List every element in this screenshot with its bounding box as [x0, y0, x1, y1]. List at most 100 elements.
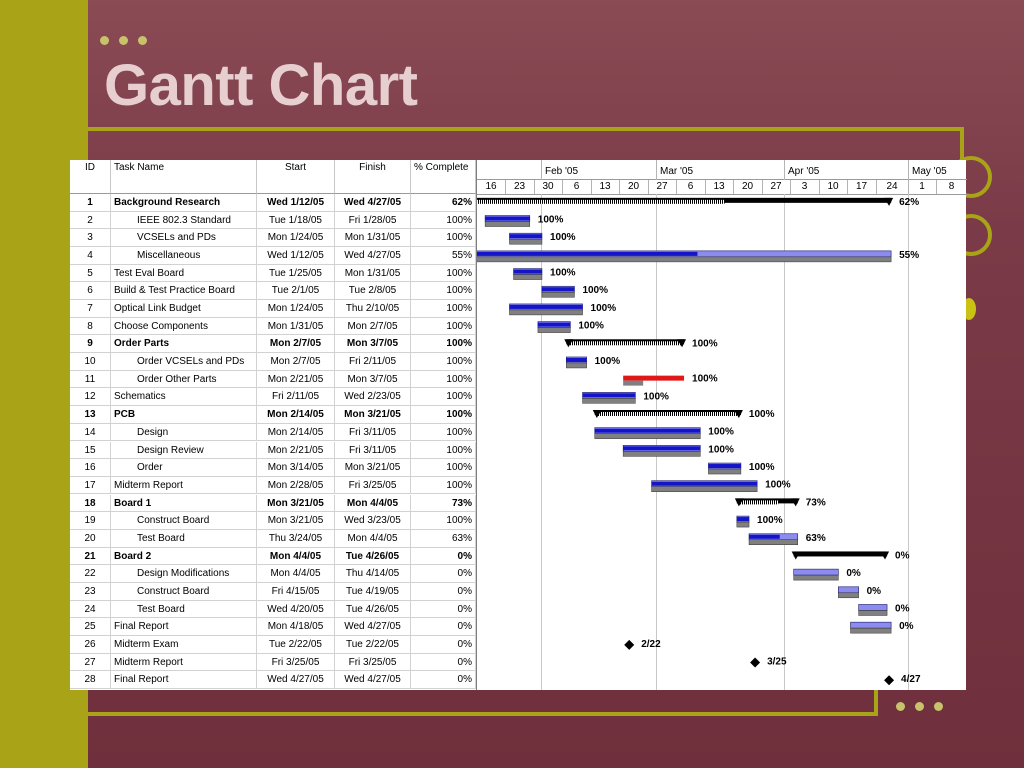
task-finish: Wed 4/27/05 [335, 618, 411, 635]
task-finish: Fri 3/11/05 [335, 423, 411, 441]
month-gridline [541, 194, 542, 690]
header-percent-complete[interactable]: % Complete [411, 160, 476, 194]
task-finish: Mon 3/21/05 [335, 406, 411, 423]
table-row[interactable]: 8 Choose Components Mon 1/31/05 Mon 2/7/05 1… [70, 317, 476, 336]
table-row[interactable]: 23 Construct Board Fri 4/15/05 Tue 4/19/05 0… [70, 582, 476, 601]
task-progress [749, 534, 780, 539]
task-finish: Fri 3/11/05 [335, 441, 411, 459]
baseline-bar [708, 468, 742, 475]
week-divider [505, 180, 506, 194]
task-finish: Wed 2/23/05 [335, 388, 411, 406]
table-row[interactable]: 22 Design Modifications Mon 4/4/05 Thu 4/14… [70, 565, 476, 583]
table-row[interactable]: 7 Optical Link Budget Mon 1/24/05 Thu 2/10/… [70, 300, 476, 318]
week-divider [562, 180, 563, 194]
task-percent-complete: 0% [411, 636, 476, 653]
table-row[interactable]: 2 IEEE 802.3 Standard Tue 1/18/05 Fri 1/28/… [70, 211, 476, 230]
task-start: Mon 2/7/05 [257, 335, 335, 353]
task-bar [858, 604, 888, 611]
table-row[interactable]: 15 Design Review Mon 2/21/05 Fri 3/11/05 100… [70, 441, 476, 460]
week-divider [648, 180, 649, 194]
summary-cap-right [677, 339, 687, 348]
task-id: 23 [70, 582, 111, 600]
task-percent-complete: 100% [411, 441, 476, 459]
task-percent-complete: 0% [411, 653, 476, 671]
table-row[interactable]: 6 Build & Test Practice Board Tue 2/1/05 Tu… [70, 282, 476, 300]
header-finish[interactable]: Finish [335, 160, 411, 194]
critical-bar [623, 375, 685, 381]
task-finish: Thu 4/14/05 [335, 565, 411, 582]
task-start: Mon 4/4/05 [257, 547, 335, 565]
table-row[interactable]: 18 Board 1 Mon 3/21/05 Mon 4/4/05 73% [70, 494, 476, 513]
task-id: 14 [70, 423, 111, 441]
task-id: 6 [70, 282, 111, 299]
bar-label: 4/27 [901, 674, 921, 685]
week-divider [676, 180, 677, 194]
task-name: Design [111, 423, 257, 441]
baseline-bar [623, 380, 644, 386]
week-divider [762, 180, 763, 194]
task-start: Mon 2/14/05 [257, 423, 335, 441]
week-divider [876, 180, 877, 194]
summary-cap-left [564, 339, 574, 348]
header-start[interactable]: Start [257, 160, 335, 194]
task-finish: Mon 2/7/05 [335, 317, 411, 335]
table-row[interactable]: 3 VCSELs and PDs Mon 1/24/05 Mon 1/31/05 100… [70, 229, 476, 247]
table-row[interactable]: 25 Final Report Mon 4/18/05 Wed 4/27/05 0% [70, 618, 476, 636]
frame-line-right [960, 127, 964, 161]
table-row[interactable]: 20 Test Board Thu 3/24/05 Mon 4/4/05 63% [70, 529, 476, 548]
week-label: 23 [513, 181, 526, 192]
table-row[interactable]: 27 Midterm Report Fri 3/25/05 Fri 3/25/05 0% [70, 653, 476, 672]
table-row[interactable]: 26 Midterm Exam Tue 2/22/05 Tue 2/22/05 0% [70, 636, 476, 654]
task-id: 4 [70, 247, 111, 264]
header-id[interactable]: ID [70, 160, 111, 194]
table-row[interactable]: 24 Test Board Wed 4/20/05 Tue 4/26/05 0% [70, 600, 476, 619]
task-name: Order VCSELs and PDs [111, 353, 257, 370]
table-row[interactable]: 12 Schematics Fri 2/11/05 Wed 2/23/05 100% [70, 388, 476, 407]
task-start: Fri 4/15/05 [257, 582, 335, 600]
task-id: 7 [70, 300, 111, 317]
table-row[interactable]: 10 Order VCSELs and PDs Mon 2/7/05 Fri 2/11… [70, 353, 476, 371]
decorative-dots-top [100, 36, 147, 45]
summary-cap-right [880, 551, 890, 560]
task-id: 1 [70, 194, 111, 211]
frame-line-bottom [88, 712, 878, 716]
baseline-bar [736, 521, 750, 528]
baseline-bar [513, 274, 543, 280]
bar-label: 100% [765, 480, 791, 491]
table-row[interactable]: 16 Order Mon 3/14/05 Mon 3/21/05 100% [70, 459, 476, 477]
table-row[interactable]: 28 Final Report Wed 4/27/05 Wed 4/27/05 0% [70, 671, 476, 689]
task-name: Midterm Report [111, 653, 257, 671]
task-percent-complete: 100% [411, 459, 476, 476]
task-name: PCB [111, 406, 257, 423]
frame-line-riser [874, 690, 878, 716]
task-finish: Mon 1/31/05 [335, 264, 411, 282]
week-divider [619, 180, 620, 194]
task-name: Optical Link Budget [111, 300, 257, 317]
week-label: 30 [542, 181, 554, 192]
header-task-name[interactable]: Task Name [111, 160, 257, 194]
baseline-bar [748, 539, 798, 546]
task-name: IEEE 802.3 Standard [111, 211, 257, 229]
task-id: 12 [70, 388, 111, 406]
table-row[interactable]: 19 Construct Board Mon 3/21/05 Wed 3/23/05 1… [70, 512, 476, 530]
week-divider [936, 180, 937, 194]
table-row[interactable]: 1 Background Research Wed 1/12/05 Wed 4/27/… [70, 194, 476, 212]
bar-label: 0% [895, 550, 910, 561]
table-row[interactable]: 14 Design Mon 2/14/05 Fri 3/11/05 100% [70, 423, 476, 442]
task-finish: Fri 2/11/05 [335, 353, 411, 370]
month-gridline [908, 194, 909, 690]
table-row[interactable]: 13 PCB Mon 2/14/05 Mon 3/21/05 100% [70, 406, 476, 424]
table-row[interactable]: 9 Order Parts Mon 2/7/05 Mon 3/7/05 100% [70, 335, 476, 354]
table-row[interactable]: 5 Test Eval Board Tue 1/25/05 Mon 1/31/05 10… [70, 264, 476, 283]
task-id: 19 [70, 512, 111, 529]
table-row[interactable]: 11 Order Other Parts Mon 2/21/05 Mon 3/7/05… [70, 370, 476, 389]
task-progress [477, 251, 698, 256]
week-divider [591, 180, 592, 194]
bar-label: 3/25 [767, 657, 787, 668]
table-row[interactable]: 21 Board 2 Mon 4/4/05 Tue 4/26/05 0% [70, 547, 476, 566]
task-id: 28 [70, 671, 111, 688]
table-row[interactable]: 4 Miscellaneous Wed 1/12/05 Wed 4/27/05 55% [70, 247, 476, 265]
task-percent-complete: 100% [411, 229, 476, 246]
task-percent-complete: 100% [411, 264, 476, 282]
table-row[interactable]: 17 Midterm Report Mon 2/28/05 Fri 3/25/05 10… [70, 476, 476, 495]
